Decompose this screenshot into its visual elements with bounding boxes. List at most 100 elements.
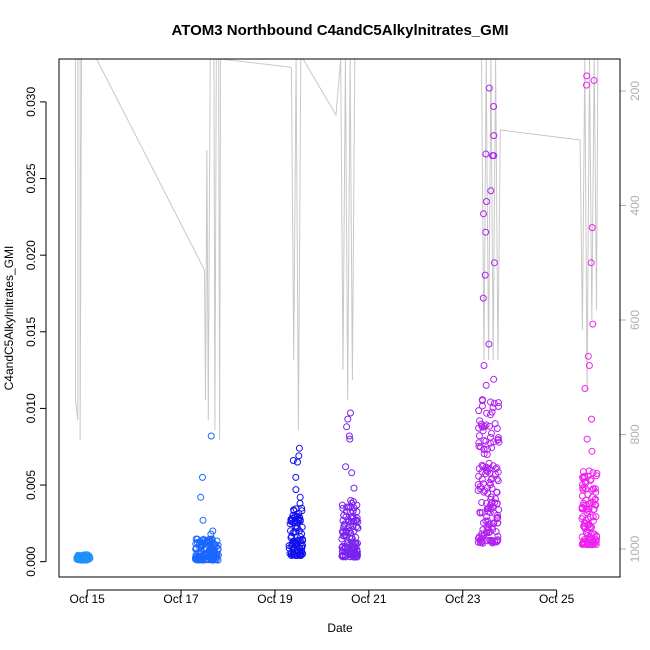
data-point — [344, 538, 352, 546]
data-point — [580, 501, 588, 509]
data-point — [207, 432, 215, 440]
data-point — [210, 545, 218, 553]
data-point — [196, 550, 204, 557]
y-tick-label: 0.010 — [24, 393, 38, 423]
data-point — [289, 457, 297, 464]
data-point — [592, 513, 600, 521]
data-point — [482, 381, 490, 389]
data-point — [293, 540, 301, 548]
data-point — [589, 320, 597, 328]
data-point — [490, 132, 498, 140]
data-point — [338, 528, 346, 536]
data-point — [479, 294, 487, 302]
data-point — [475, 407, 483, 415]
y2-tick-label: 200 — [628, 81, 642, 101]
data-points — [73, 72, 601, 564]
data-point — [494, 477, 502, 485]
data-point — [210, 542, 218, 550]
data-point — [476, 482, 484, 490]
data-point — [340, 532, 347, 540]
data-point — [476, 508, 484, 516]
data-point — [291, 540, 299, 548]
data-point — [350, 484, 358, 492]
data-point — [487, 398, 494, 406]
y-tick-label: 0.015 — [24, 316, 38, 346]
x-tick-label: Oct 21 — [351, 592, 387, 606]
data-point — [490, 375, 498, 383]
data-point — [586, 477, 594, 484]
data-point — [295, 444, 303, 452]
plot-frame — [58, 58, 621, 578]
data-point — [340, 511, 348, 519]
data-point — [194, 535, 201, 543]
data-point — [491, 509, 498, 517]
data-point — [480, 362, 488, 369]
data-point — [478, 534, 486, 542]
data-point — [581, 472, 589, 480]
data-point — [493, 475, 501, 483]
data-point — [583, 81, 590, 89]
data-point — [588, 523, 595, 531]
data-point — [489, 526, 497, 533]
y-tick-label: 0.025 — [24, 163, 38, 193]
data-point — [292, 524, 300, 532]
data-point — [484, 468, 492, 475]
data-point — [494, 537, 501, 545]
data-point — [495, 403, 502, 410]
data-point — [295, 516, 303, 524]
data-point — [490, 259, 498, 267]
data-point — [489, 152, 496, 160]
data-point — [591, 495, 599, 503]
data-point — [588, 447, 596, 455]
data-point — [341, 544, 349, 552]
data-point — [493, 464, 501, 472]
data-point — [343, 423, 351, 431]
data-point — [285, 544, 293, 552]
data-point — [592, 536, 600, 544]
data-point — [203, 538, 210, 545]
data-point — [480, 446, 488, 453]
data-point — [583, 538, 591, 546]
data-point — [579, 486, 587, 494]
data-point — [486, 536, 494, 544]
data-point — [474, 486, 482, 494]
data-point — [197, 493, 205, 501]
data-point — [349, 523, 357, 531]
data-point — [484, 445, 491, 453]
data-point — [192, 544, 200, 552]
data-point — [487, 187, 495, 195]
x-tick-label: Oct 15 — [69, 592, 105, 606]
data-point — [487, 439, 494, 447]
data-point — [488, 429, 495, 437]
data-point — [482, 517, 490, 525]
data-point — [493, 538, 501, 546]
data-point — [583, 508, 591, 516]
data-point — [292, 486, 300, 494]
data-point — [348, 534, 356, 542]
data-point — [485, 84, 493, 92]
data-point — [591, 540, 598, 547]
data-point — [590, 77, 598, 84]
data-point — [588, 224, 596, 232]
data-point — [589, 485, 597, 493]
data-point — [478, 402, 486, 410]
data-point — [347, 504, 354, 511]
data-point — [495, 399, 502, 407]
data-point — [343, 527, 351, 535]
data-point — [483, 464, 491, 472]
data-point — [475, 472, 483, 480]
data-point — [583, 435, 591, 443]
y-tick-label: 0.030 — [24, 87, 38, 117]
data-point — [346, 527, 353, 535]
data-point — [287, 518, 295, 525]
x-tick-label: Oct 23 — [445, 592, 481, 606]
data-point — [480, 450, 488, 458]
data-point — [347, 409, 354, 417]
data-point — [483, 513, 491, 521]
data-point — [493, 500, 501, 508]
data-point — [350, 504, 358, 512]
data-point — [289, 529, 297, 537]
data-point — [81, 555, 89, 563]
